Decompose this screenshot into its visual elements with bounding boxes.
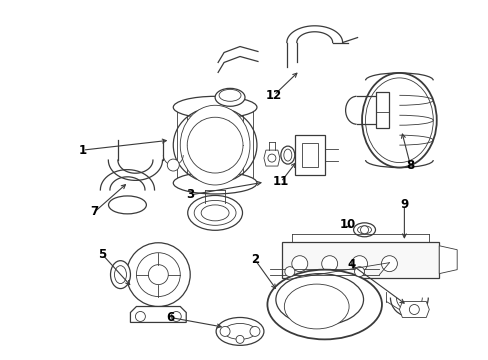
Circle shape <box>291 256 307 272</box>
Ellipse shape <box>219 89 241 101</box>
Circle shape <box>126 243 190 306</box>
Ellipse shape <box>180 105 249 185</box>
Polygon shape <box>376 92 388 128</box>
Circle shape <box>351 256 367 272</box>
Ellipse shape <box>365 78 432 163</box>
Ellipse shape <box>187 195 242 230</box>
Circle shape <box>220 327 229 336</box>
Ellipse shape <box>353 223 375 237</box>
Circle shape <box>249 327 260 336</box>
Circle shape <box>148 265 168 285</box>
Text: 6: 6 <box>166 311 174 324</box>
Polygon shape <box>399 302 428 318</box>
Text: 2: 2 <box>250 253 259 266</box>
Text: 5: 5 <box>98 248 106 261</box>
Circle shape <box>360 226 368 234</box>
Circle shape <box>187 117 243 173</box>
Circle shape <box>236 336 244 343</box>
Ellipse shape <box>110 261 130 289</box>
Polygon shape <box>294 135 324 175</box>
Ellipse shape <box>194 201 236 225</box>
Ellipse shape <box>224 323 255 339</box>
Ellipse shape <box>267 270 381 339</box>
Circle shape <box>354 267 364 276</box>
Ellipse shape <box>275 274 363 325</box>
Text: 8: 8 <box>406 158 414 172</box>
Text: 1: 1 <box>79 144 86 157</box>
Circle shape <box>167 159 179 171</box>
Text: 4: 4 <box>347 258 355 271</box>
Circle shape <box>135 311 145 321</box>
Ellipse shape <box>201 205 228 221</box>
Circle shape <box>171 311 181 321</box>
Circle shape <box>321 256 337 272</box>
Text: 11: 11 <box>272 175 288 189</box>
Ellipse shape <box>361 73 436 167</box>
Polygon shape <box>264 150 279 166</box>
Circle shape <box>381 256 397 272</box>
Circle shape <box>285 267 294 276</box>
Ellipse shape <box>215 88 244 106</box>
Circle shape <box>267 154 275 162</box>
Ellipse shape <box>173 96 256 118</box>
Text: 3: 3 <box>186 188 194 202</box>
Polygon shape <box>130 306 186 323</box>
Text: 12: 12 <box>265 89 282 102</box>
Ellipse shape <box>357 226 371 234</box>
Ellipse shape <box>280 146 294 164</box>
Ellipse shape <box>173 172 256 194</box>
Ellipse shape <box>283 149 291 161</box>
Text: 7: 7 <box>90 205 99 219</box>
Circle shape <box>136 253 180 297</box>
Circle shape <box>408 305 419 315</box>
Ellipse shape <box>216 318 264 345</box>
Polygon shape <box>281 242 438 278</box>
Circle shape <box>207 137 223 153</box>
Ellipse shape <box>108 196 146 214</box>
Ellipse shape <box>284 284 348 329</box>
Text: 10: 10 <box>339 218 355 231</box>
Polygon shape <box>438 246 456 274</box>
Polygon shape <box>301 143 317 167</box>
Ellipse shape <box>114 266 126 284</box>
Text: 9: 9 <box>400 198 407 211</box>
